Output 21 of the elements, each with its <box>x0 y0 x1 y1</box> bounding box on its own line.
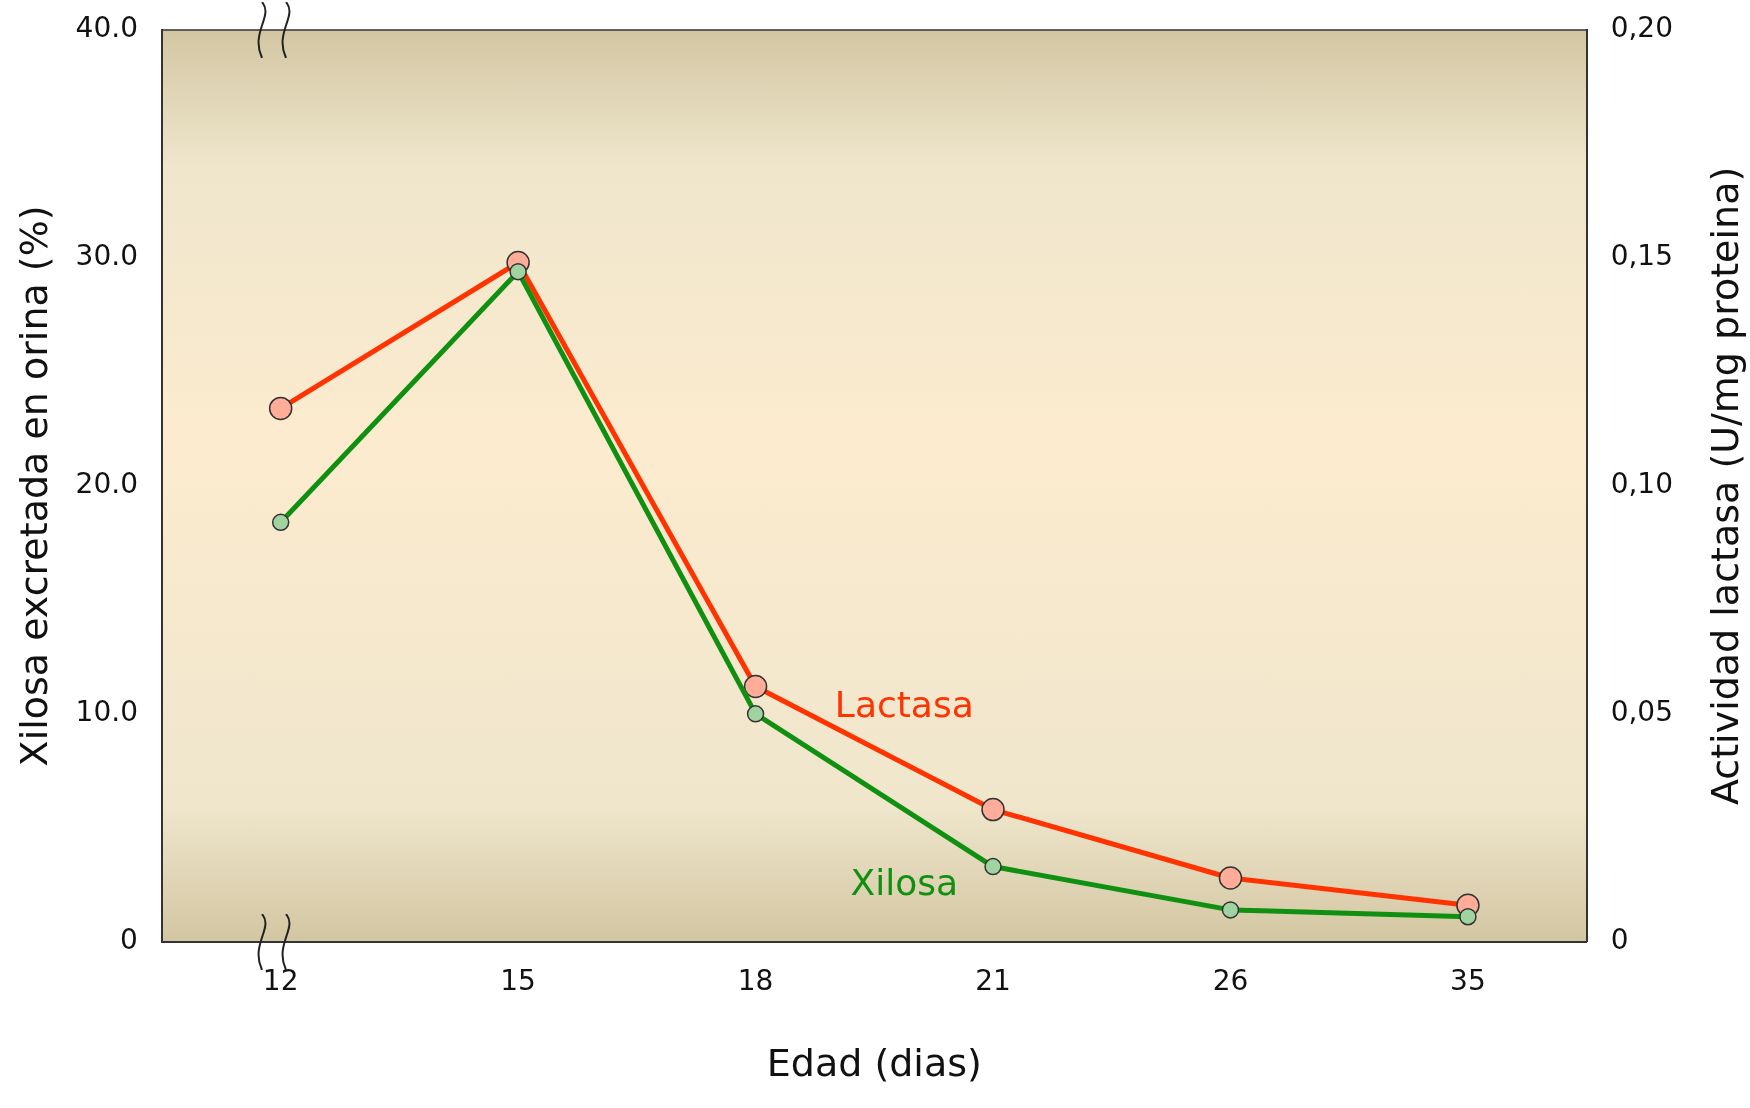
y2-tick-label: 0,10 <box>1610 467 1673 501</box>
y2-tick-label: 0,15 <box>1610 239 1673 273</box>
x-axis-title: Edad (dias) <box>766 1041 982 1086</box>
x-tick-label: 18 <box>737 963 774 997</box>
y-tick-label: 10.0 <box>75 695 138 729</box>
y2-tick-label: 0 <box>1610 923 1629 957</box>
y-tick-label: 20.0 <box>75 467 138 501</box>
series-label: Xilosa <box>850 861 959 903</box>
y-tick-label: 30.0 <box>75 239 138 273</box>
y2-tick-label: 0,05 <box>1610 695 1673 729</box>
x-tick-label: 21 <box>975 963 1011 997</box>
x-tick-label: 35 <box>1450 963 1486 997</box>
y-tick-label: 0 <box>120 923 138 957</box>
x-tick-label: 15 <box>500 963 536 997</box>
y2-axis-title: Actividad lactasa (U/mg proteina) <box>1702 166 1747 806</box>
y-tick-label: 40.0 <box>75 11 138 45</box>
y-axis-title: Xilosa excretada en orina (%) <box>11 205 56 767</box>
x-tick-label: 12 <box>262 963 299 997</box>
y2-tick-label: 0,20 <box>1610 11 1673 45</box>
series-label: Lactasa <box>834 684 974 726</box>
x-tick-label: 26 <box>1212 963 1249 997</box>
